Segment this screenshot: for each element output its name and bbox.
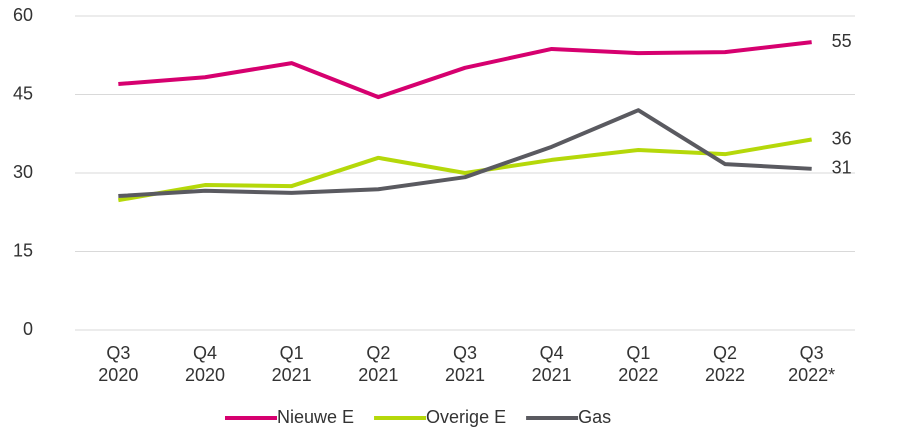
y-tick-label: 15 bbox=[13, 240, 33, 260]
series-line bbox=[118, 108, 812, 199]
series-line bbox=[118, 40, 812, 100]
y-tick-label: 45 bbox=[13, 83, 33, 103]
x-tick-label: Q4 2020 bbox=[184, 343, 226, 385]
value-label: 31 bbox=[832, 158, 852, 178]
x-tick-label: Q2 2021 bbox=[358, 343, 399, 385]
series-line bbox=[117, 137, 813, 203]
y-tick-label: 60 bbox=[13, 5, 33, 25]
y-tick-label: 30 bbox=[13, 162, 33, 182]
x-tick-label: Q1 2022 bbox=[618, 343, 659, 385]
x-tick-label: Q1 2021 bbox=[271, 343, 312, 385]
legend-label: Nieuwe E bbox=[277, 407, 354, 427]
x-tick-label: Q3 2022* bbox=[788, 343, 836, 385]
x-tick-label: Q4 2021 bbox=[531, 343, 572, 385]
legend-label: Overige E bbox=[426, 407, 506, 427]
x-tick-label: Q3 2020 bbox=[98, 343, 139, 385]
x-tick-label: Q2 2022 bbox=[704, 343, 746, 385]
legend-label: Gas bbox=[578, 407, 611, 427]
y-tick-label: 0 bbox=[23, 319, 33, 339]
x-tick-label: Q3 2021 bbox=[444, 343, 486, 385]
value-label: 55 bbox=[832, 31, 852, 51]
value-label: 36 bbox=[832, 128, 852, 148]
